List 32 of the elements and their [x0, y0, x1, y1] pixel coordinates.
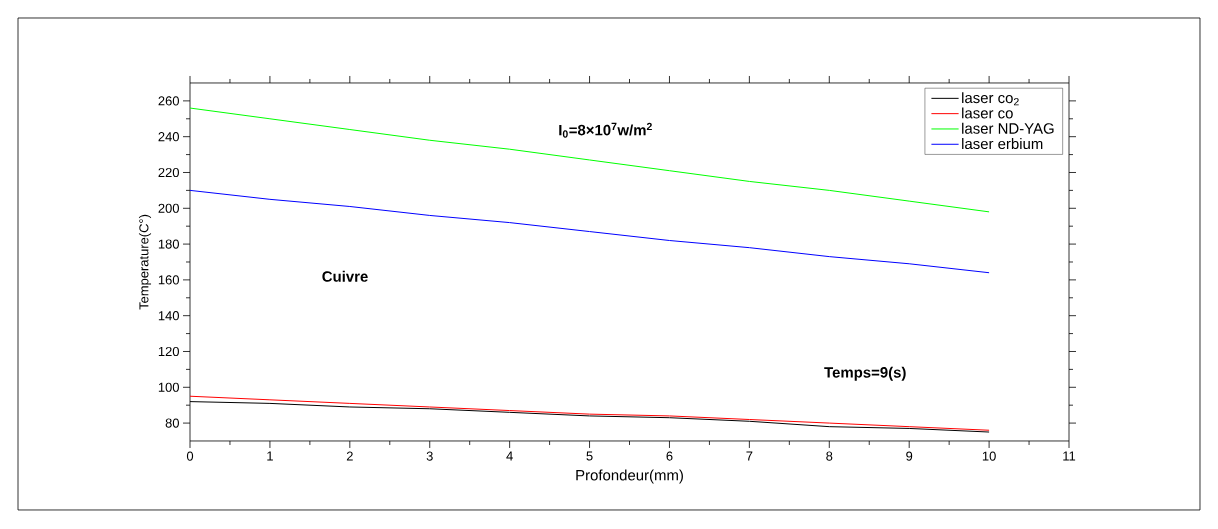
x-tick-label: 3 [426, 451, 433, 461]
x-tick-label: 11 [1063, 451, 1076, 461]
y-tick-label: 140 [158, 311, 179, 321]
legend-label: laser ND-YAG [962, 122, 1054, 134]
x-tick-label: 10 [982, 451, 996, 461]
x-axis-title: Profondeur(mm) [576, 469, 683, 484]
x-tick-label: 9 [906, 451, 913, 461]
y-axis-title: Temperature(C°) [138, 214, 152, 310]
legend-label: laser co$_{2}$ [962, 92, 1019, 106]
x-tick-label: 8 [826, 451, 833, 461]
annotation: Temps=9(s) [824, 366, 906, 381]
y-tick-label: 80 [165, 418, 179, 428]
y-tick-label: 220 [158, 167, 179, 178]
line-series [190, 395, 990, 431]
y-tick-label: 180 [158, 239, 179, 249]
x-tick-label: 0 [186, 451, 194, 461]
x-tick-label: 7 [746, 451, 753, 461]
y-tick-label: 160 [158, 275, 179, 285]
y-tick-label: 240 [158, 132, 179, 142]
y-tick-label: 120 [158, 346, 179, 357]
x-tick-label: 1 [267, 451, 273, 461]
x-tick-label: 5 [586, 451, 593, 461]
x-tick-label: 6 [666, 451, 673, 461]
y-tick-label: 200 [158, 203, 179, 213]
x-tick-label: 4 [506, 451, 513, 461]
annotation: I$_{0}$=8×10$^{7}$w/m$^{2}$ [559, 122, 652, 138]
annotation: Cuivre [322, 270, 368, 282]
legend-label: laser erbium [962, 138, 1043, 150]
y-tick-label: 260 [158, 96, 179, 106]
y-tick-label: 100 [158, 382, 179, 392]
legend-label: laser co [962, 107, 1013, 119]
x-tick-label: 2 [346, 451, 353, 461]
